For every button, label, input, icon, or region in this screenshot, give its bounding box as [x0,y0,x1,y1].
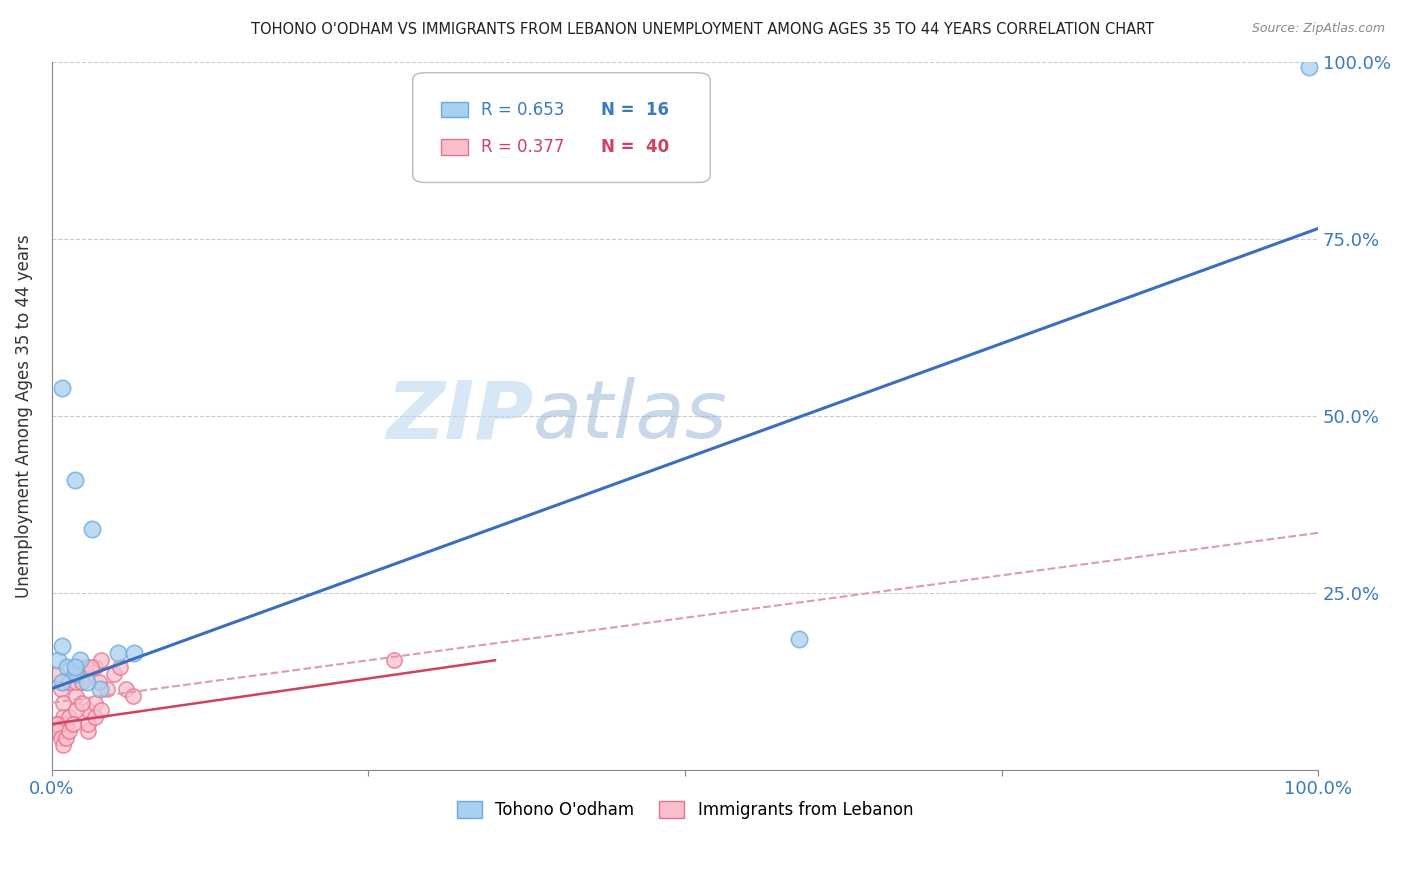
Point [63,660,86,674]
Point [58,724,80,739]
Text: Source: ZipAtlas.com: Source: ZipAtlas.com [1251,22,1385,36]
Point [51,639,73,653]
Point [70,674,93,689]
Point [90,703,112,717]
Point [80,660,103,674]
FancyBboxPatch shape [440,102,468,118]
Point [107,646,129,660]
Point [83,696,105,710]
Point [52,696,75,710]
Point [83,660,105,674]
Point [70,696,93,710]
Point [77,703,100,717]
Point [82,522,104,536]
Point [87,674,110,689]
Text: atlas: atlas [533,377,728,455]
Point [83,710,105,724]
Point [63,473,86,487]
Point [382,653,405,667]
Point [45,717,67,731]
Point [45,717,67,731]
Point [46,653,69,667]
Point [56,660,79,674]
Point [77,724,100,739]
Point [52,710,75,724]
Point [77,717,100,731]
Point [58,674,80,689]
Point [787,632,810,646]
Point [52,738,75,752]
Point [65,703,87,717]
Point [65,674,87,689]
Point [108,660,131,674]
Point [75,660,97,674]
Text: R = 0.653: R = 0.653 [481,101,564,119]
Point [65,689,87,703]
Point [49,681,72,696]
Point [46,724,69,739]
Point [122,646,145,660]
Point [96,681,118,696]
Y-axis label: Unemployment Among Ages 35 to 44 years: Unemployment Among Ages 35 to 44 years [15,235,32,598]
Point [51,381,73,395]
FancyBboxPatch shape [413,73,710,183]
Point [45,667,67,681]
Point [103,667,125,681]
Point [90,653,112,667]
Text: N =  16: N = 16 [602,101,669,119]
Text: N =  40: N = 40 [602,138,669,156]
Legend: Tohono O'odham, Immigrants from Lebanon: Tohono O'odham, Immigrants from Lebanon [450,794,920,825]
Point [51,674,73,689]
Text: R = 0.377: R = 0.377 [481,138,564,156]
Point [62,717,84,731]
Text: TOHONO O'ODHAM VS IMMIGRANTS FROM LEBANON UNEMPLOYMENT AMONG AGES 35 TO 44 YEARS: TOHONO O'ODHAM VS IMMIGRANTS FROM LEBANO… [252,22,1154,37]
Point [115,681,138,696]
Text: ZIP: ZIP [385,377,533,455]
Point [89,681,111,696]
Point [49,731,72,746]
Point [55,731,77,746]
Point [67,667,90,681]
Point [69,653,91,667]
FancyBboxPatch shape [440,139,468,155]
Point [49,724,72,739]
Point [63,667,86,681]
Point [121,689,143,703]
Point [76,674,98,689]
Point [58,710,80,724]
Point [55,717,77,731]
Point [70,667,93,681]
Point [1298,60,1320,74]
